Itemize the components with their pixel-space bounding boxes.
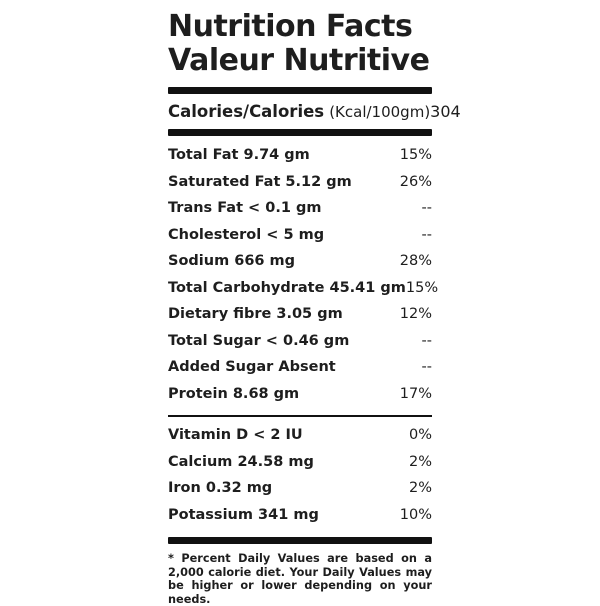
nutrient-name: Added Sugar Absent bbox=[168, 359, 336, 376]
nutrient-daily-value: -- bbox=[421, 200, 432, 217]
vitamin-row: Vitamin D < 2 IU 0% bbox=[168, 422, 432, 449]
vitamin-name: Vitamin D < 2 IU bbox=[168, 427, 303, 444]
nutrient-row: Dietary fibre 3.05 gm 12% bbox=[168, 301, 432, 328]
title-line-french: Valeur Nutritive bbox=[168, 43, 430, 78]
vitamin-daily-value: 0% bbox=[408, 427, 432, 444]
nutrient-daily-value: -- bbox=[421, 332, 432, 349]
calories-row: Calories/Calories (Kcal/100gm) 304 bbox=[168, 94, 461, 129]
calories-label: Calories/Calories bbox=[168, 102, 325, 121]
title-line-english: Nutrition Facts bbox=[168, 9, 413, 44]
nutrient-daily-value: 15% bbox=[399, 147, 432, 164]
nutrient-row: Trans Fat < 0.1 gm -- bbox=[168, 195, 432, 222]
nutrient-row: Total Sugar < 0.46 gm -- bbox=[168, 328, 432, 355]
vitamin-daily-value: 2% bbox=[408, 453, 432, 470]
divider-line-vitamins bbox=[168, 415, 432, 417]
nutrient-row: Total Fat 9.74 gm 15% bbox=[168, 142, 432, 169]
nutrient-name: Sodium 666 mg bbox=[168, 253, 296, 270]
divider-bar-bottom bbox=[168, 537, 432, 544]
nutrient-name: Cholesterol < 5 mg bbox=[168, 226, 325, 243]
label-title: Nutrition Facts Valeur Nutritive bbox=[168, 10, 432, 78]
nutrient-name: Total Carbohydrate 45.41 gm bbox=[168, 279, 406, 296]
nutrient-daily-value: -- bbox=[421, 359, 432, 376]
nutrient-row: Total Carbohydrate 45.41 gm 15% bbox=[168, 275, 438, 302]
vitamin-row: Potassium 341 mg 10% bbox=[168, 502, 432, 529]
nutrition-label: Nutrition Facts Valeur Nutritive Calorie… bbox=[168, 0, 461, 606]
nutrient-name: Dietary fibre 3.05 gm bbox=[168, 306, 343, 323]
nutrient-name: Trans Fat < 0.1 gm bbox=[168, 200, 322, 217]
vitamin-daily-value: 10% bbox=[399, 506, 432, 523]
nutrient-daily-value: -- bbox=[421, 226, 432, 243]
nutrient-name: Total Fat 9.74 gm bbox=[168, 147, 310, 164]
calories-value: 304 bbox=[430, 102, 461, 121]
vitamin-rows: Vitamin D < 2 IU 0% Calcium 24.58 mg 2% … bbox=[168, 417, 432, 528]
nutrient-daily-value: 28% bbox=[399, 253, 432, 270]
divider-bar-top bbox=[168, 87, 432, 94]
vitamin-row: Iron 0.32 mg 2% bbox=[168, 475, 432, 502]
nutrient-name: Protein 8.68 gm bbox=[168, 385, 300, 402]
nutrient-daily-value: 17% bbox=[399, 385, 432, 402]
nutrient-row: Cholesterol < 5 mg -- bbox=[168, 222, 432, 249]
nutrient-row: Added Sugar Absent -- bbox=[168, 354, 432, 381]
nutrient-daily-value: 26% bbox=[399, 173, 432, 190]
vitamin-daily-value: 2% bbox=[408, 480, 432, 497]
calories-label-group: Calories/Calories (Kcal/100gm) bbox=[168, 102, 430, 121]
nutrient-row: Protein 8.68 gm 17% bbox=[168, 381, 432, 408]
calories-unit: (Kcal/100gm) bbox=[329, 103, 431, 121]
nutrient-row: Saturated Fat 5.12 gm 26% bbox=[168, 169, 432, 196]
nutrient-daily-value: 12% bbox=[399, 306, 432, 323]
divider-bar-calories bbox=[168, 129, 432, 136]
vitamin-name: Iron 0.32 mg bbox=[168, 480, 273, 497]
vitamin-name: Calcium 24.58 mg bbox=[168, 453, 314, 470]
nutrient-name: Saturated Fat 5.12 gm bbox=[168, 173, 352, 190]
nutrient-rows: Total Fat 9.74 gm 15% Saturated Fat 5.12… bbox=[168, 136, 438, 408]
nutrient-row: Sodium 666 mg 28% bbox=[168, 248, 432, 275]
nutrient-daily-value: 15% bbox=[405, 279, 439, 296]
daily-value-footnote: * Percent Daily Values are based on a 2,… bbox=[168, 552, 432, 606]
vitamin-row: Calcium 24.58 mg 2% bbox=[168, 449, 432, 476]
nutrient-name: Total Sugar < 0.46 gm bbox=[168, 332, 350, 349]
vitamin-name: Potassium 341 mg bbox=[168, 506, 319, 523]
